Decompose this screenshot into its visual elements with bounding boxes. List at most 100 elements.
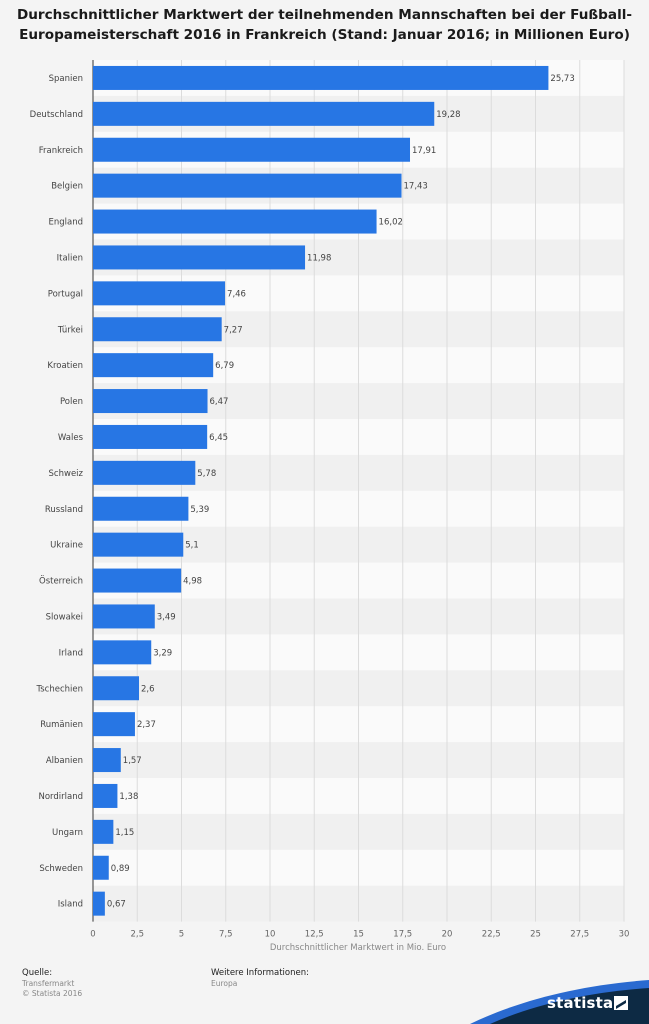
value-label: 0,67 xyxy=(107,900,126,910)
value-label: 17,43 xyxy=(404,182,428,192)
x-tick-label: 2,5 xyxy=(130,930,144,940)
value-label: 6,45 xyxy=(209,433,228,443)
bar[interactable] xyxy=(93,460,196,485)
bar[interactable] xyxy=(93,496,189,521)
category-label: Ungarn xyxy=(52,828,83,838)
x-tick-label: 5 xyxy=(179,930,184,940)
bar[interactable] xyxy=(93,676,140,701)
x-tick-label: 10 xyxy=(265,930,276,940)
value-label: 1,38 xyxy=(119,792,138,802)
value-label: 6,79 xyxy=(215,361,234,371)
value-label: 5,39 xyxy=(190,505,209,515)
x-tick-label: 25 xyxy=(530,930,541,940)
category-label: Wales xyxy=(58,433,84,443)
category-label: Tschechien xyxy=(35,684,83,694)
value-label: 2,37 xyxy=(137,720,156,730)
category-label: Nordirland xyxy=(38,792,83,802)
category-label: Schweden xyxy=(39,864,83,874)
category-label: Deutschland xyxy=(30,110,83,120)
value-labels: 25,73 19,28 17,91 17,43 16,02 11,98 7,46 7,27 6,… xyxy=(107,74,575,910)
x-tick-label: 17,5 xyxy=(393,930,412,940)
category-label: Österreich xyxy=(39,576,83,587)
category-label: England xyxy=(48,218,83,228)
bar[interactable] xyxy=(93,65,549,90)
statista-logo[interactable]: statista xyxy=(547,994,614,1012)
x-tick-label: 15 xyxy=(353,930,364,940)
value-label: 3,49 xyxy=(157,612,176,622)
category-label: Portugal xyxy=(48,289,83,299)
bar[interactable] xyxy=(93,532,184,557)
value-label: 25,73 xyxy=(550,74,574,84)
bar[interactable] xyxy=(93,137,411,162)
bar[interactable] xyxy=(93,819,114,844)
category-label: Italien xyxy=(57,253,83,263)
x-tick-label: 12,5 xyxy=(305,930,324,940)
value-label: 1,15 xyxy=(115,828,134,838)
value-label: 7,27 xyxy=(224,325,243,335)
value-label: 2,6 xyxy=(141,684,155,694)
value-label: 1,57 xyxy=(123,756,142,766)
category-label: Albanien xyxy=(46,756,83,766)
category-label: Belgien xyxy=(51,182,83,192)
bar[interactable] xyxy=(93,640,152,665)
bar[interactable] xyxy=(93,712,135,737)
source-block: Quelle: Transfermarkt © Statista 2016 xyxy=(22,968,82,999)
chart-title: Durchschnittlicher Marktwert der teilneh… xyxy=(16,7,633,43)
bar[interactable] xyxy=(93,389,208,414)
bar[interactable] xyxy=(93,245,306,270)
x-axis-label: Durchschnittlicher Marktwert in Mio. Eur… xyxy=(270,943,446,953)
value-label: 3,29 xyxy=(153,648,172,658)
bar[interactable] xyxy=(93,173,402,198)
category-label: Island xyxy=(58,900,83,910)
x-tick-label: 27,5 xyxy=(570,930,589,940)
copyright-text: © Statista 2016 xyxy=(22,989,83,998)
category-label: Schweiz xyxy=(49,469,84,479)
value-label: 0,89 xyxy=(111,864,130,874)
category-label: Türkei xyxy=(57,325,83,335)
x-tick-label: 20 xyxy=(442,930,453,940)
bar[interactable] xyxy=(93,855,109,880)
bar[interactable] xyxy=(93,568,182,593)
bar[interactable] xyxy=(93,101,435,126)
value-label: 5,1 xyxy=(185,541,199,551)
value-label: 17,91 xyxy=(412,146,436,156)
category-label: Kroatien xyxy=(47,361,83,371)
x-tick-label: 30 xyxy=(619,930,630,940)
bar[interactable] xyxy=(93,281,226,306)
bar[interactable] xyxy=(93,891,105,916)
info-region: Europa xyxy=(211,979,238,988)
category-labels: Spanien Deutschland Frankreich Belgien Engla… xyxy=(30,74,84,910)
source-heading: Quelle: xyxy=(22,968,53,978)
bar[interactable] xyxy=(93,604,155,629)
value-label: 11,98 xyxy=(307,253,331,263)
category-label: Spanien xyxy=(49,74,83,84)
bar[interactable] xyxy=(93,353,214,378)
statista-logo-icon xyxy=(614,996,628,1010)
value-label: 7,46 xyxy=(227,289,246,299)
info-block: Weitere Informationen: Europa xyxy=(211,968,309,989)
value-label: 5,78 xyxy=(197,469,216,479)
value-label: 19,28 xyxy=(436,110,460,120)
value-label: 6,47 xyxy=(210,397,229,407)
info-heading: Weitere Informationen: xyxy=(211,968,309,978)
bar-chart: Spanien Deutschland Frankreich Belgien Engla… xyxy=(30,60,629,953)
bar[interactable] xyxy=(93,748,121,773)
category-label: Ukraine xyxy=(50,541,83,551)
bar[interactable] xyxy=(93,317,222,342)
bar[interactable] xyxy=(93,209,377,234)
x-tick-label: 22,5 xyxy=(482,930,501,940)
category-label: Rumänien xyxy=(40,720,83,730)
source-name[interactable]: Transfermarkt xyxy=(22,979,75,988)
bar[interactable] xyxy=(93,783,118,808)
gridlines xyxy=(92,60,625,922)
bar[interactable] xyxy=(93,424,208,449)
category-label: Irland xyxy=(59,648,83,658)
category-label: Slowakei xyxy=(46,612,83,622)
bars xyxy=(93,65,549,916)
value-label: 16,02 xyxy=(379,218,403,228)
category-label: Russland xyxy=(45,505,83,515)
x-axis-ticks: 0 2,5 5 7,5 10 12,5 15 17,5 20 22,5 25 27,5 30 xyxy=(90,930,629,940)
value-label: 4,98 xyxy=(183,577,202,587)
category-label: Polen xyxy=(60,397,83,407)
category-label: Frankreich xyxy=(39,146,83,156)
